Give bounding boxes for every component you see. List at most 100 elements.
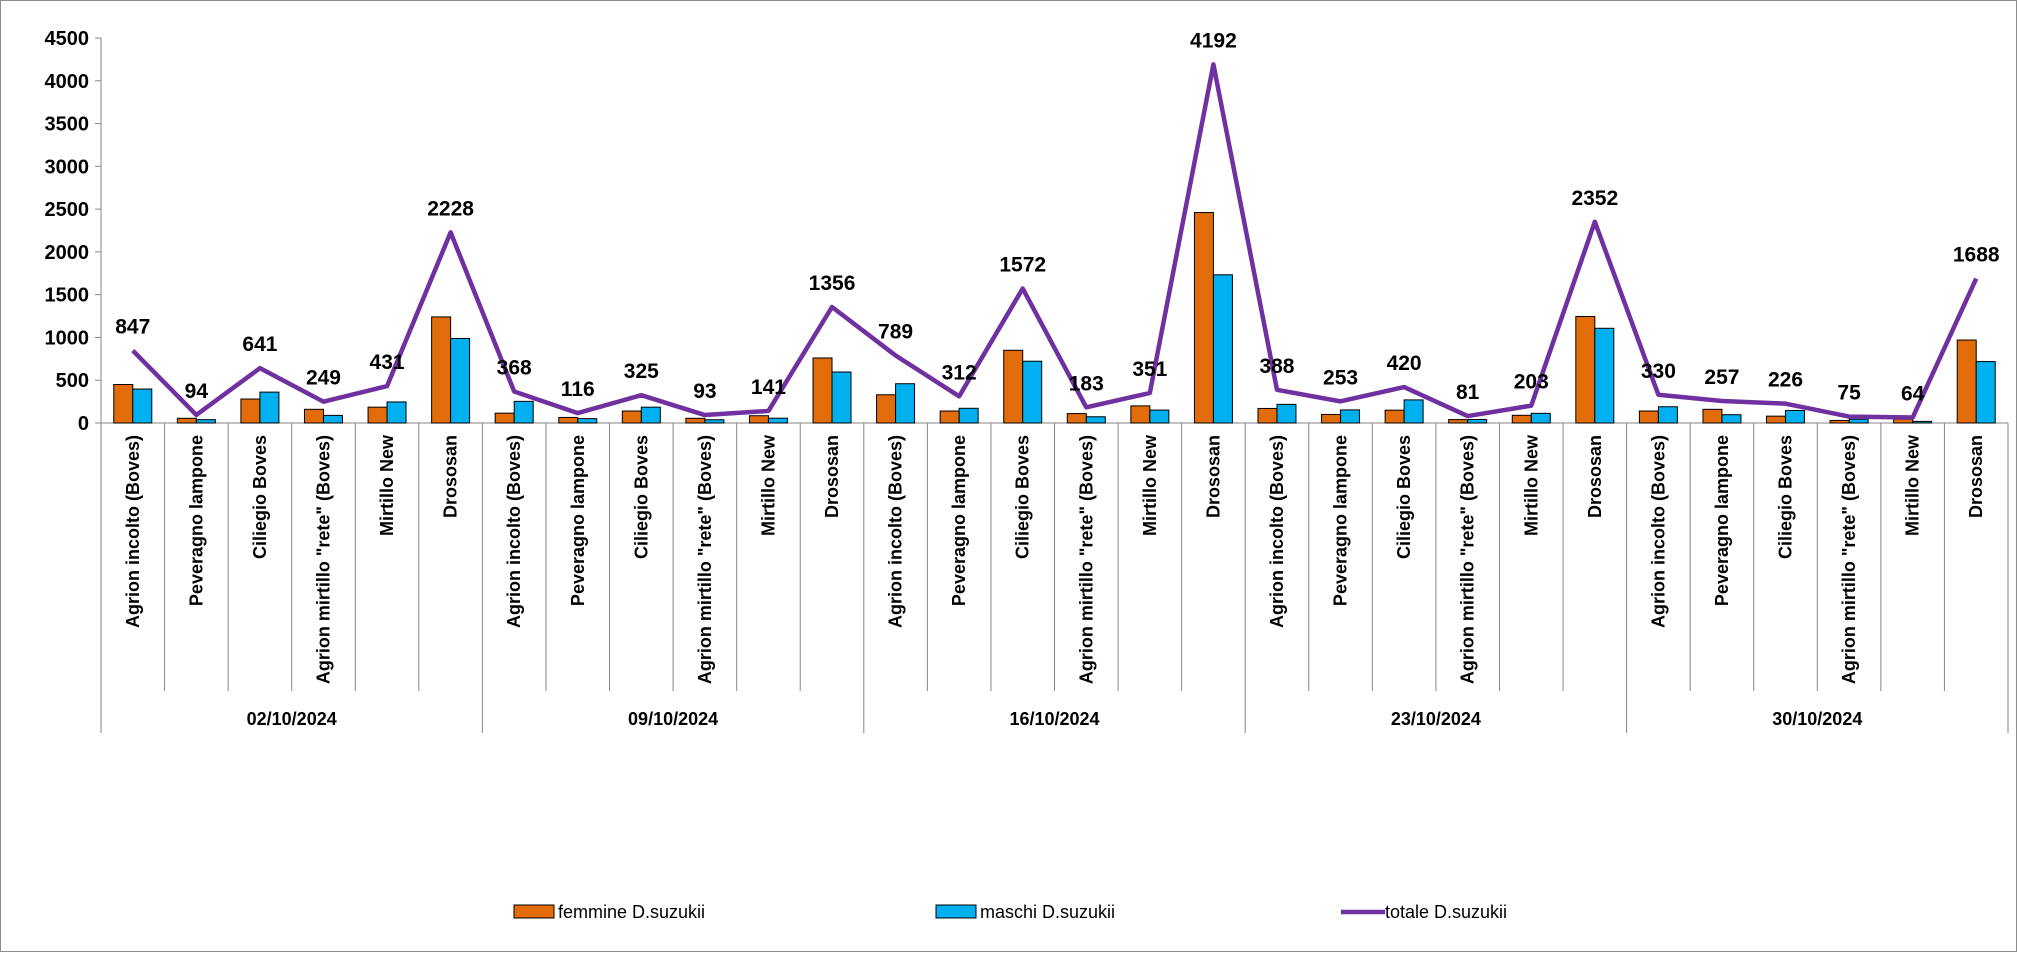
data-label-totale: 2228 (427, 197, 474, 220)
bar-maschi (577, 418, 598, 424)
bar-maschi (1022, 360, 1043, 424)
bar-maschi (1212, 274, 1233, 424)
bar-maschi (958, 407, 979, 424)
bar-femmine (1321, 413, 1342, 424)
bar-maschi (895, 383, 916, 424)
data-label-totale: 203 (1514, 371, 1549, 394)
bar-femmine (1066, 413, 1087, 424)
bar-maschi (1467, 418, 1488, 424)
bar-femmine (558, 416, 579, 424)
bar-maschi (831, 371, 852, 424)
bar-femmine (621, 410, 642, 424)
bar-femmine (113, 384, 134, 424)
bar-maschi (513, 400, 534, 424)
data-label-totale: 64 (1901, 383, 1925, 406)
data-labels: 847 94 641 249 431 2228 368 116 325 93 141 1356 789 3… (115, 29, 2000, 405)
data-label-totale: 420 (1387, 352, 1422, 375)
bar-maschi (1975, 361, 1996, 424)
data-label-totale: 257 (1704, 366, 1739, 389)
data-label-totale: 368 (497, 357, 532, 380)
x-tick-label: Drososan (1966, 435, 1986, 518)
x-tick-label: Agrion mirtillo "rete" (Boves) (695, 435, 715, 684)
bar-maschi (1594, 327, 1615, 424)
bar-maschi (1721, 414, 1742, 424)
x-tick-label: Drososan (441, 435, 461, 518)
x-tick-label: Agrion incolto (Boves) (123, 435, 143, 628)
legend-label: totale D.suzukii (1385, 902, 1507, 922)
bars (113, 212, 1996, 424)
bar-femmine (1702, 408, 1723, 424)
x-tick-label: Drososan (822, 435, 842, 518)
x-tick-label: Drososan (1585, 435, 1605, 518)
data-label-totale: 351 (1132, 358, 1167, 381)
data-label-totale: 249 (306, 367, 341, 390)
bar-maschi (1085, 416, 1106, 424)
x-tick-label: Agrion incolto (Boves) (1648, 435, 1668, 628)
bar-femmine (176, 417, 197, 424)
bar-maschi (259, 391, 280, 424)
bar-maschi (132, 388, 153, 424)
x-tick-label: Peveragno lampone (186, 435, 206, 606)
bar-maschi (704, 419, 725, 424)
data-label-totale: 1356 (809, 272, 856, 295)
bar-femmine (876, 394, 897, 424)
x-group-label: 23/10/2024 (1391, 709, 1481, 729)
bar-femmine (367, 406, 388, 424)
x-tick-label: Mirtillo New (1140, 434, 1160, 536)
y-tick-label: 4500 (45, 28, 90, 50)
bar-femmine (1003, 349, 1024, 424)
x-tick-label: Agrion mirtillo "rete" (Boves) (1076, 435, 1096, 684)
x-tick-label: Mirtillo New (758, 434, 778, 536)
bar-maschi (1340, 409, 1361, 424)
data-label-totale: 253 (1323, 366, 1358, 389)
y-tick-label: 3000 (45, 156, 90, 178)
data-label-totale: 4192 (1190, 29, 1237, 52)
bar-maschi (1912, 420, 1933, 424)
bar-maschi (450, 337, 471, 424)
bar-femmine (1511, 414, 1532, 424)
bar-femmine (939, 410, 960, 424)
data-label-totale: 183 (1069, 372, 1104, 395)
x-group-label: 09/10/2024 (628, 709, 718, 729)
bar-femmine (1193, 212, 1214, 424)
bar-maschi (1403, 399, 1424, 424)
x-tick-label: Agrion mirtillo "rete" (Boves) (1839, 435, 1859, 684)
data-label-totale: 325 (624, 360, 659, 383)
y-tick-label: 2500 (45, 199, 90, 221)
bar-maschi (1785, 410, 1806, 424)
bar-maschi (1530, 412, 1551, 424)
y-tick-label: 500 (56, 370, 89, 392)
data-label-totale: 93 (693, 380, 716, 403)
bar-femmine (685, 417, 706, 424)
legend: femmine D.suzukii maschi D.suzukii totale … (513, 902, 1507, 922)
data-label-totale: 81 (1456, 381, 1480, 404)
data-label-totale: 431 (370, 351, 405, 374)
y-tick-label: 1000 (45, 327, 90, 349)
bar-femmine (240, 398, 261, 424)
x-tick-label: Agrion incolto (Boves) (504, 435, 524, 628)
bar-femmine (1448, 419, 1469, 424)
bar-maschi (1149, 409, 1170, 424)
bar-maschi (322, 414, 343, 424)
legend-label: femmine D.suzukii (558, 902, 705, 922)
bar-femmine (1829, 419, 1850, 424)
legend-label: maschi D.suzukii (980, 902, 1115, 922)
x-tick-label: Ciliegio Boves (631, 435, 651, 559)
data-label-totale: 94 (185, 380, 209, 403)
y-tick-label: 1500 (45, 285, 90, 307)
y-tick-label: 2000 (45, 242, 90, 264)
data-label-totale: 312 (942, 361, 977, 384)
series-line-totale (131, 62, 1979, 420)
x-tick-label: Peveragno lampone (1712, 435, 1732, 606)
x-tick-label: Ciliegio Boves (1776, 435, 1796, 559)
bar-femmine (431, 316, 452, 424)
data-label-totale: 789 (878, 320, 913, 343)
bar-femmine (1766, 415, 1787, 424)
x-group-label: 02/10/2024 (247, 709, 337, 729)
x-tick-label: Drososan (1203, 435, 1223, 518)
bar-maschi (386, 401, 407, 424)
data-label-totale: 226 (1768, 369, 1803, 392)
data-label-totale: 2352 (1571, 187, 1618, 210)
